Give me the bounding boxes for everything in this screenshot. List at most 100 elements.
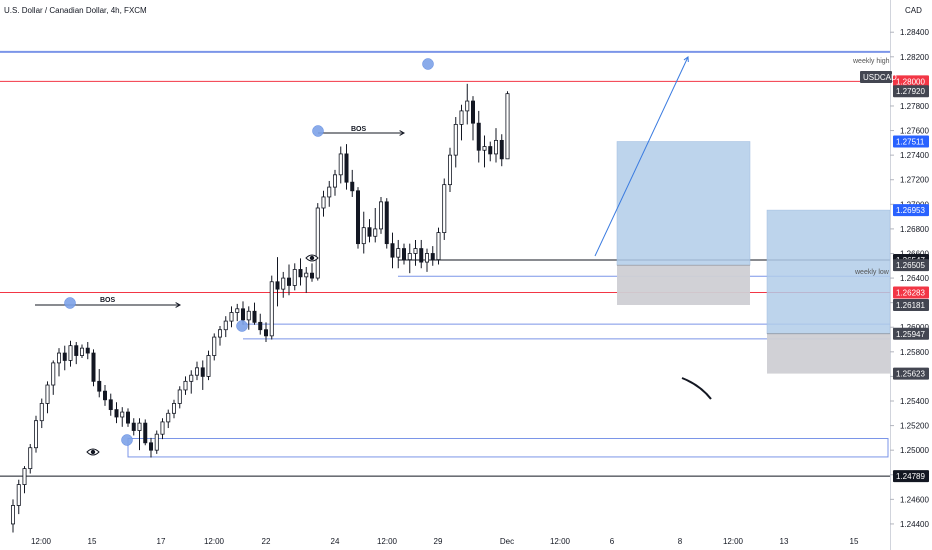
candle-down bbox=[367, 227, 372, 237]
candle-up bbox=[120, 411, 125, 418]
time-tick-label: 13 bbox=[780, 537, 789, 546]
price-tag bbox=[893, 327, 929, 340]
swing-point-marker bbox=[312, 125, 324, 137]
candle-down bbox=[103, 390, 108, 401]
time-tick-label: 22 bbox=[262, 537, 271, 546]
candle-down bbox=[74, 345, 79, 356]
time-tick-label: 17 bbox=[157, 537, 166, 546]
symbol-tag bbox=[860, 71, 892, 83]
candle-up bbox=[68, 345, 73, 361]
drawings bbox=[35, 56, 712, 456]
candle-up bbox=[183, 380, 188, 391]
price-tick-label: 1.28400 bbox=[900, 28, 929, 37]
candle-up bbox=[281, 277, 286, 290]
bos-arrow-2-head bbox=[399, 130, 406, 136]
price-tick-label: 1.27600 bbox=[900, 127, 929, 136]
candle-up bbox=[22, 468, 27, 485]
candle-down bbox=[390, 243, 395, 258]
candle-up bbox=[45, 384, 50, 404]
candle-down bbox=[240, 308, 245, 321]
price-tick-label: 1.26000 bbox=[900, 323, 929, 332]
demand-zone-box bbox=[127, 437, 889, 458]
price-tags: 1.280001.279201.275111.269531.265471.265… bbox=[893, 75, 929, 483]
price-tag-text: 1.24789 bbox=[896, 472, 925, 481]
candle-up bbox=[424, 253, 429, 263]
candle-down bbox=[350, 181, 355, 192]
candle-up bbox=[304, 272, 309, 278]
target-zone-1 bbox=[616, 141, 751, 266]
price-tag-text: 1.28000 bbox=[896, 77, 925, 86]
time-axis[interactable]: 12:00 15 17 12:00 22 24 12:00 29 Dec 12:00 6 8 12:00… bbox=[31, 537, 859, 546]
candle-up bbox=[80, 347, 85, 356]
time-tick-label: 12:00 bbox=[31, 537, 52, 546]
candle-up bbox=[332, 174, 337, 188]
price-tick-label: 1.27400 bbox=[900, 151, 929, 160]
candle-up bbox=[493, 139, 498, 155]
price-tag-text: 1.26505 bbox=[896, 261, 925, 270]
price-tick-label: 1.25800 bbox=[900, 348, 929, 357]
candle-down bbox=[286, 277, 291, 286]
price-tag-text: 1.25947 bbox=[896, 330, 925, 339]
price-tag bbox=[893, 367, 929, 380]
time-tick-label: 12:00 bbox=[377, 537, 398, 546]
price-tick-label: 1.26400 bbox=[900, 274, 929, 283]
currency-label: CAD bbox=[905, 6, 922, 15]
swing-point-marker bbox=[236, 320, 248, 332]
price-tick-label: 1.24600 bbox=[900, 495, 929, 504]
candle-up bbox=[28, 447, 33, 470]
candle-up bbox=[327, 186, 332, 198]
candle-down bbox=[91, 352, 96, 382]
candle-up bbox=[321, 196, 326, 209]
candle-up bbox=[413, 248, 418, 254]
candle-down bbox=[499, 139, 504, 160]
price-tag bbox=[893, 75, 929, 88]
price-tick-label: 1.27200 bbox=[900, 176, 929, 185]
candle-up bbox=[10, 505, 15, 525]
swing-point-marker bbox=[121, 434, 133, 446]
candle-up bbox=[166, 412, 171, 423]
stop-zone-1 bbox=[617, 265, 750, 305]
candle-up bbox=[482, 146, 487, 151]
eye-icon-pupil bbox=[90, 449, 96, 455]
candle-up bbox=[442, 184, 447, 233]
candle-up bbox=[338, 153, 343, 176]
candle-up bbox=[57, 352, 62, 364]
target-zone-2 bbox=[766, 209, 891, 335]
candle-down bbox=[275, 281, 280, 290]
price-tag bbox=[893, 135, 929, 148]
candle-up bbox=[154, 433, 159, 451]
price-tag bbox=[893, 298, 929, 311]
candle-down bbox=[131, 422, 136, 431]
price-tick-label: 1.25400 bbox=[900, 397, 929, 406]
candle-up bbox=[51, 362, 56, 386]
price-tag-text: 1.26283 bbox=[896, 288, 925, 297]
candle-up bbox=[177, 389, 182, 404]
price-tag bbox=[893, 470, 929, 483]
candle-down bbox=[148, 442, 153, 451]
candle-down bbox=[126, 411, 131, 424]
candle-up bbox=[373, 228, 378, 237]
price-tag-text: 1.27511 bbox=[896, 137, 925, 146]
candle-down bbox=[85, 347, 90, 354]
candle-down bbox=[355, 190, 360, 245]
price-tag bbox=[893, 286, 929, 299]
candle-up bbox=[292, 269, 297, 286]
candle-down bbox=[108, 399, 113, 411]
candle-down bbox=[252, 310, 257, 323]
candle-down bbox=[200, 367, 205, 377]
candle-down bbox=[488, 146, 493, 155]
candle-down bbox=[384, 201, 389, 245]
candle-up bbox=[194, 367, 199, 376]
candle-up bbox=[189, 374, 194, 382]
candlesticks bbox=[10, 83, 510, 533]
candle-down bbox=[263, 329, 268, 337]
candle-up bbox=[39, 403, 44, 422]
price-tick-label: 1.28200 bbox=[900, 53, 929, 62]
candle-up bbox=[465, 100, 470, 112]
candle-up bbox=[378, 201, 383, 230]
candle-down bbox=[258, 321, 263, 331]
price-tick-label: 1.25200 bbox=[900, 422, 929, 431]
weekly-high-label: weekly high bbox=[852, 58, 890, 65]
time-tick-label: 12:00 bbox=[550, 537, 571, 546]
